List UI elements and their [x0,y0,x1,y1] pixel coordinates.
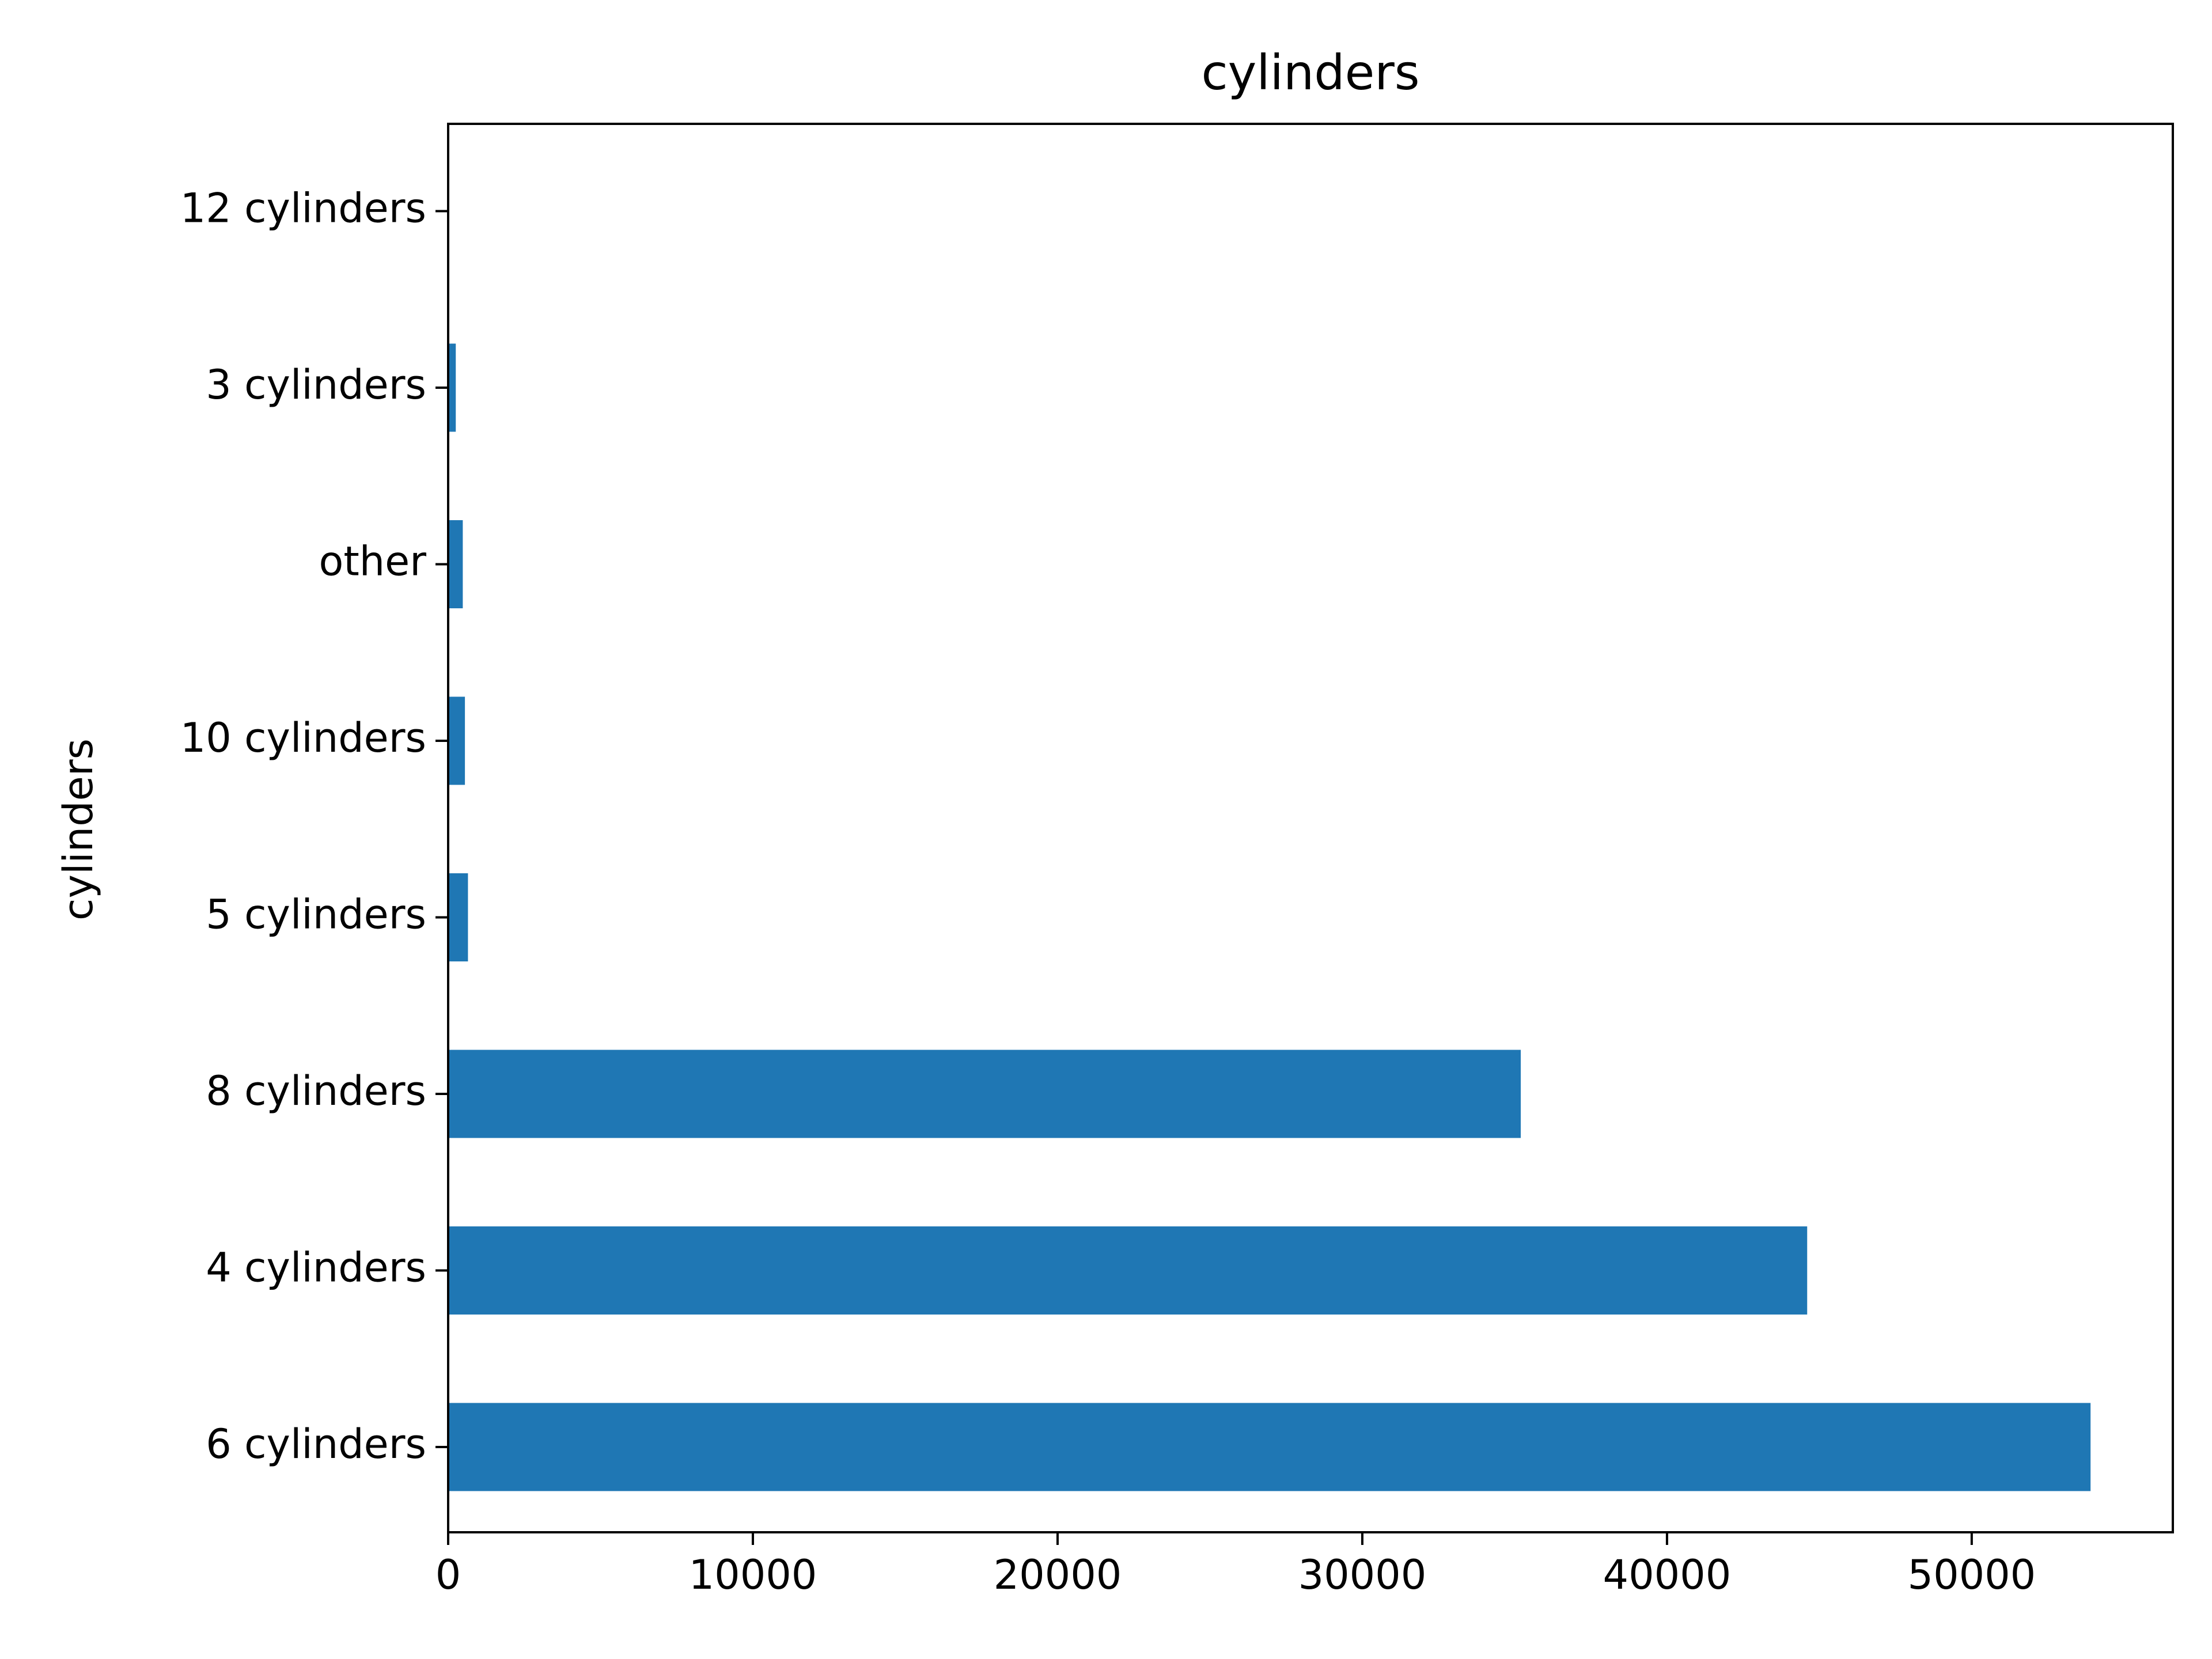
y-tick-label: 10 cylinders [180,714,426,762]
bar-10-cylinders [448,696,465,785]
y-axis-label: cylinders [55,738,102,921]
y-tick-label: 4 cylinders [206,1244,426,1291]
bar-5-cylinders [448,873,468,961]
y-tick-label: 5 cylinders [206,891,426,938]
x-tick-label: 30000 [1298,1551,1427,1599]
x-tick-label: 50000 [1908,1551,2036,1599]
x-tick-label: 40000 [1603,1551,1732,1599]
y-ticks-group: 6 cylinders 4 cylinders 8 cylinders 5 cylin… [180,185,448,1468]
y-tick-label: 6 cylinders [206,1421,426,1468]
bar-4-cylinders [448,1226,1808,1315]
y-tick-label: 3 cylinders [206,361,426,408]
x-tick-label: 10000 [689,1551,817,1599]
bar-6-cylinders [448,1403,2091,1491]
x-ticks-group: 0 10000 20000 30000 40000 50000 [435,1532,2036,1599]
x-tick-label: 0 [435,1551,461,1599]
plot-frame [447,123,2174,1533]
bars-group [448,167,2091,1491]
y-tick-label: other [319,538,427,585]
bar-other [448,520,463,608]
bar-3-cylinders [448,343,456,432]
y-tick-label: 12 cylinders [180,185,426,232]
bar-8-cylinders [448,1050,1521,1138]
x-tick-label: 20000 [994,1551,1122,1599]
y-tick-label: 8 cylinders [206,1067,426,1115]
chart-title: cylinders [1201,44,1419,101]
